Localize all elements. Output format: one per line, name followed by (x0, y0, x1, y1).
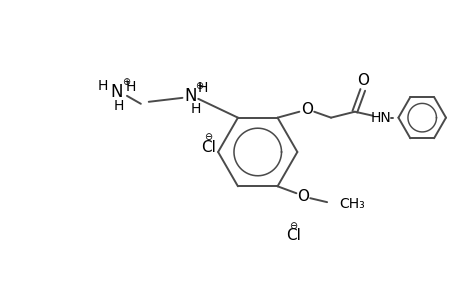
Text: ⊖: ⊖ (289, 221, 297, 231)
Text: ⊕: ⊕ (195, 81, 203, 91)
Text: H: H (98, 79, 108, 93)
Text: HN: HN (369, 111, 390, 125)
Text: H: H (125, 80, 136, 94)
Text: N: N (111, 83, 123, 101)
Text: H: H (190, 102, 200, 116)
Text: ⊕: ⊕ (122, 77, 130, 87)
Text: O: O (297, 189, 308, 204)
Text: H: H (113, 99, 124, 113)
Text: Cl: Cl (285, 228, 300, 243)
Text: ⊖: ⊖ (204, 133, 212, 142)
Text: Cl: Cl (200, 140, 215, 155)
Text: N: N (184, 87, 196, 105)
Text: O: O (356, 73, 368, 88)
Text: H: H (198, 81, 208, 95)
Text: CH₃: CH₃ (338, 197, 364, 211)
Text: O: O (301, 102, 313, 117)
